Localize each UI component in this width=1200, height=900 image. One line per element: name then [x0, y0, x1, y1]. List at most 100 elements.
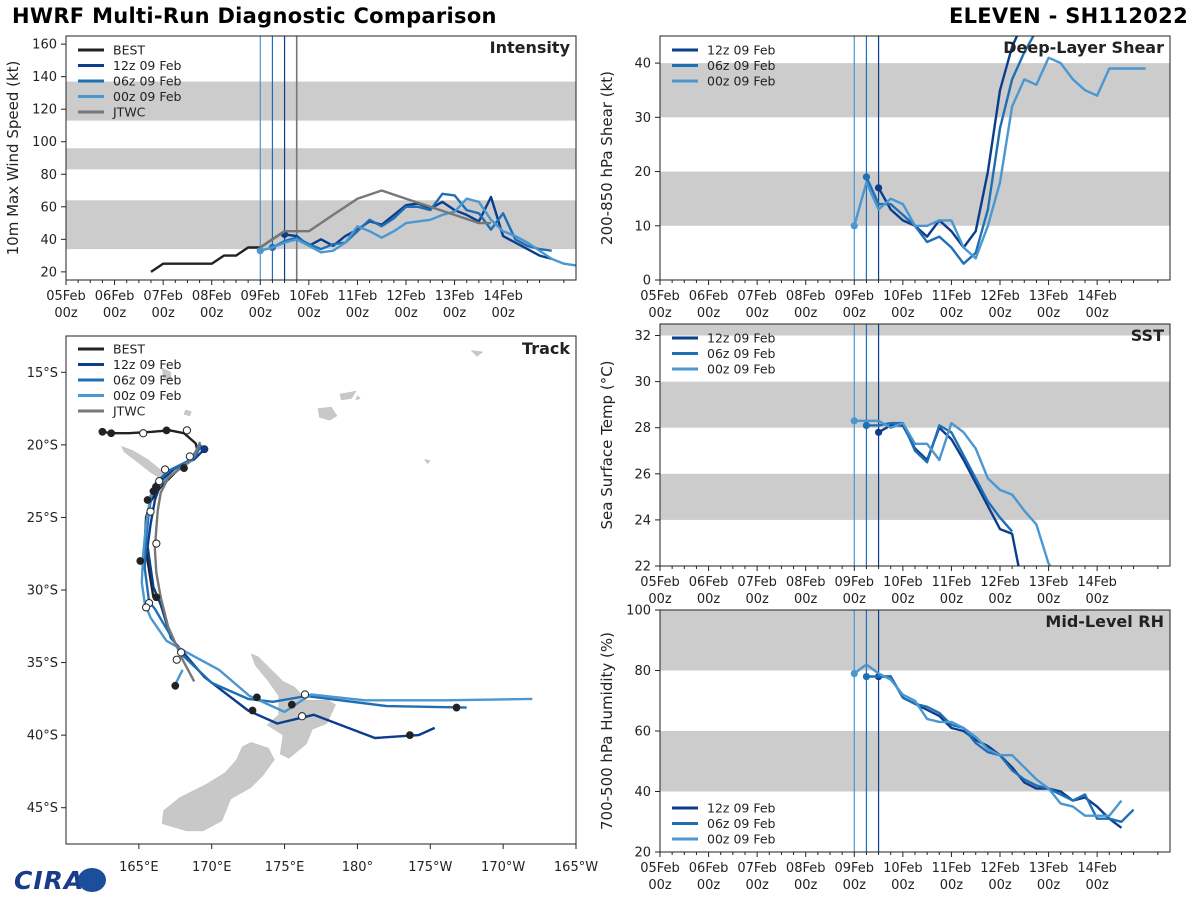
x-tick-label-z-shear-2: 00z	[745, 306, 769, 321]
land-fiji-vanua-levu	[339, 390, 357, 401]
x-tick-label-z-rh-9: 00z	[1085, 878, 1109, 893]
map-x-tick-label-3: 180°	[342, 860, 373, 875]
map-y-tick-label-1: 40°S	[27, 729, 58, 744]
track-marker-best	[287, 700, 296, 709]
track-marker-dark	[405, 731, 414, 740]
x-tick-label-z-shear-4: 00z	[843, 306, 867, 321]
x-tick-label-shear-2: 07Feb	[737, 289, 777, 304]
series-line-sst-r06	[866, 421, 1014, 533]
figure-title: HWRF Multi-Run Diagnostic Comparison	[12, 4, 497, 28]
x-tick-label-sst-6: 11Feb	[932, 575, 972, 590]
shade-band-shear-0	[660, 171, 1170, 226]
track-marker-open	[177, 648, 186, 657]
y-tick-label-rh-40: 40	[634, 785, 651, 800]
y-tick-label-intensity-40: 40	[40, 233, 57, 248]
x-tick-label-z-rh-1: 00z	[697, 878, 721, 893]
track-marker-open	[160, 465, 170, 474]
series-line-rh-r00	[853, 663, 1123, 817]
x-tick-label-z-shear-8: 00z	[1037, 306, 1061, 321]
legend-label-best: BEST	[113, 342, 145, 357]
x-tick-label-sst-9: 14Feb	[1077, 575, 1117, 590]
y-tick-label-shear-0: 0	[643, 274, 651, 289]
track-marker-open	[142, 603, 151, 612]
track-marker-best	[98, 427, 107, 436]
x-tick-label-z-shear-5: 00z	[891, 306, 915, 321]
x-tick-label-z-intensity-8: 00z	[443, 306, 467, 321]
y-tick-label-intensity-20: 20	[40, 265, 57, 280]
legend-label-r12: 12z 09 Feb	[707, 331, 776, 346]
x-tick-label-intensity-7: 12Feb	[386, 289, 426, 304]
x-tick-label-z-sst-2: 00z	[745, 592, 769, 607]
plot-area-intensity	[66, 36, 576, 280]
y-tick-label-shear-20: 20	[634, 165, 651, 180]
series-start-point-sst-r12	[874, 428, 883, 436]
y-tick-label-shear-30: 30	[634, 111, 651, 126]
x-tick-label-z-shear-6: 00z	[940, 306, 964, 321]
track-marker-best	[149, 487, 158, 496]
track-marker-open	[185, 452, 194, 461]
panel-title-rh: Mid-Level RH	[1045, 612, 1164, 631]
legend-label-jtwc: JTWC	[112, 105, 146, 120]
x-tick-label-rh-8: 13Feb	[1029, 861, 1069, 876]
x-tick-label-z-sst-3: 00z	[794, 592, 818, 607]
legend-label-r06: 06z 09 Feb	[707, 346, 776, 361]
track-marker-r12	[200, 445, 209, 454]
x-tick-label-z-sst-4: 00z	[843, 592, 867, 607]
land-vanuatu-south	[183, 409, 192, 417]
x-tick-label-intensity-5: 10Feb	[289, 289, 329, 304]
shade-band-intensity-1	[66, 148, 576, 170]
x-tick-label-z-sst-1: 00z	[697, 592, 721, 607]
legend-label-r12: 12z 09 Feb	[113, 357, 182, 372]
series-start-point-rh-r00	[850, 669, 858, 678]
map-x-tick-label-4: 175°W	[408, 860, 452, 875]
y-tick-label-shear-10: 10	[634, 219, 651, 234]
x-tick-label-z-shear-9: 00z	[1085, 306, 1109, 321]
x-tick-label-rh-7: 12Feb	[980, 861, 1020, 876]
x-tick-label-sst-0: 05Feb	[640, 575, 680, 590]
shade-band-sst-2	[660, 324, 1170, 336]
track-line-r06-2	[143, 444, 467, 709]
series-line-shear-r00	[853, 56, 1146, 260]
legend-label-r00: 00z 09 Feb	[113, 388, 182, 403]
x-tick-label-shear-4: 09Feb	[835, 289, 875, 304]
y-tick-label-intensity-160: 160	[32, 38, 57, 53]
map-y-tick-label-4: 25°S	[27, 511, 58, 526]
y-tick-label-shear-40: 40	[634, 57, 651, 72]
x-tick-label-shear-6: 11Feb	[932, 289, 972, 304]
y-tick-label-rh-80: 80	[634, 664, 651, 679]
y-tick-label-sst-30: 30	[634, 375, 651, 390]
cira-logo-text: CIRA	[14, 866, 85, 895]
y-tick-label-sst-24: 24	[634, 513, 651, 528]
series-start-point-sst-r06	[862, 421, 871, 430]
y-tick-label-sst-32: 32	[634, 329, 651, 344]
legend-label-r00: 00z 09 Feb	[707, 832, 776, 847]
track-marker-best	[180, 464, 188, 472]
x-tick-label-intensity-8: 13Feb	[435, 289, 475, 304]
cira-logo-badge	[78, 868, 106, 892]
x-tick-label-z-sst-7: 00z	[988, 592, 1012, 607]
plot-area-rh	[660, 610, 1170, 852]
series-line-shear-r06	[865, 36, 1035, 265]
series-line-intensity-r06	[271, 192, 552, 252]
x-tick-label-sst-4: 09Feb	[835, 575, 875, 590]
track-marker-dark	[452, 703, 461, 712]
series-start-point-intensity-r00	[256, 247, 264, 255]
legend-label-r06: 06z 09 Feb	[113, 74, 182, 89]
x-tick-label-shear-8: 13Feb	[1029, 289, 1069, 304]
land-samoa	[470, 350, 484, 357]
x-tick-label-z-sst-8: 00z	[1037, 592, 1061, 607]
x-tick-label-z-sst-0: 00z	[648, 592, 672, 607]
x-tick-label-z-shear-1: 00z	[697, 306, 721, 321]
x-tick-label-z-intensity-1: 00z	[103, 306, 127, 321]
x-tick-label-intensity-9: 14Feb	[483, 289, 523, 304]
panel-title-sst: SST	[1131, 326, 1164, 345]
legend-label-r00: 00z 09 Feb	[707, 74, 776, 89]
x-tick-label-intensity-1: 06Feb	[95, 289, 135, 304]
series-line-intensity-jtwc	[259, 189, 491, 249]
x-tick-label-z-sst-6: 00z	[940, 592, 964, 607]
track-line-jtwc-4	[153, 441, 202, 682]
series-start-point-sst-r00	[850, 417, 858, 425]
shade-band-sst-1	[660, 381, 1170, 428]
land-fiji-viti-levu	[317, 406, 338, 421]
track-map-area	[98, 350, 533, 832]
